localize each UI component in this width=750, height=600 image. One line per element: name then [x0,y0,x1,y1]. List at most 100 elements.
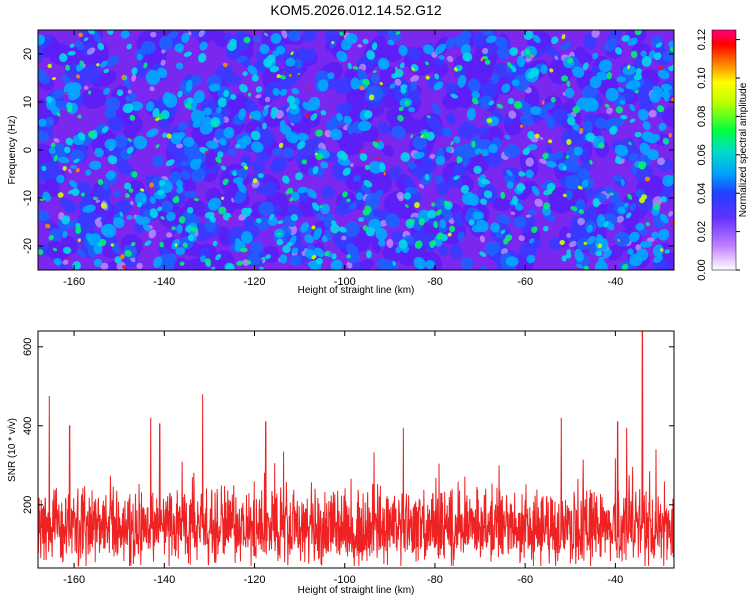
heatmap-cell [69,43,75,48]
heatmap-cell [243,36,251,44]
heatmap-cell [131,67,138,75]
heatmap-cell [255,94,262,99]
heatmap-cell [209,166,221,174]
heatmap-cell [231,197,235,203]
heatmap-cell [92,30,102,43]
heatmap-cell [199,121,214,135]
heatmap-cell [434,73,440,80]
heatmap-cell [597,243,603,249]
heatmap-cell [88,233,102,246]
heatmap-cell [377,121,392,135]
heatmap-cell [630,50,638,59]
heatmap-cell [577,217,585,226]
heatmap-cell [596,71,609,81]
heatmap-cell [420,134,424,139]
heatmap-cell [506,169,513,177]
heatmap-cell [320,109,327,116]
heatmap-cell [352,66,359,70]
heatmap-cell [612,174,623,182]
heatmap-cell [75,168,80,173]
y-tick-label: 20 [22,48,34,60]
heatmap-cell [185,79,193,92]
heatmap-cell [434,43,446,55]
heatmap-cell [48,234,54,241]
heatmap-cell [551,107,570,127]
heatmap-cell [471,140,476,148]
heatmap-cell [338,128,364,156]
heatmap-cell [639,163,646,170]
heatmap-cell [561,34,566,40]
heatmap-cell [259,44,270,55]
heatmap-cell [403,192,412,200]
heatmap-cell [660,196,668,203]
heatmap-cell [272,147,283,157]
heatmap-cell [77,114,82,119]
heatmap-cell [582,62,589,71]
heatmap-cell [450,243,463,260]
heatmap-cell [371,42,378,51]
heatmap-cell [126,43,132,50]
heatmap-cell [175,131,186,140]
heatmap-cell [136,53,143,61]
heatmap-cell [77,209,99,231]
heatmap-cell [503,144,520,159]
heatmap-cell [89,160,102,170]
heatmap-cell [240,247,248,253]
heatmap-cell [59,53,68,62]
heatmap-cell [504,134,511,140]
heatmap-cell [338,197,354,214]
heatmap-cell [175,247,186,256]
heatmap-cell [187,234,195,241]
heatmap-cell [460,184,470,194]
heatmap-cell [42,160,61,180]
heatmap-cell [85,169,92,176]
heatmap-cell [569,240,577,248]
heatmap-cell [372,141,379,148]
heatmap-cell [414,240,423,249]
heatmap-cell [639,240,653,248]
heatmap-cell [308,48,316,62]
heatmap-cell [57,220,74,230]
heatmap-cell [222,178,229,186]
heatmap-cell [205,140,219,149]
x-tick-label: -60 [517,574,533,586]
heatmap-cell [276,74,281,79]
heatmap-cell [614,144,628,157]
heatmap-cell [368,161,383,174]
heatmap-cell [349,163,354,168]
heatmap-cell [362,38,369,45]
heatmap-cell [500,229,506,235]
heatmap-cell [555,150,564,160]
heatmap-cell [330,128,343,141]
heatmap-cell [305,114,309,118]
heatmap-cell [655,42,663,48]
heatmap-cell [331,41,335,45]
heatmap-cell [256,218,262,224]
heatmap-cell [443,200,450,207]
heatmap-cell [489,247,498,257]
heatmap-cell [473,165,482,174]
heatmap-cell [387,39,395,46]
heatmap-cell [218,206,227,215]
heatmap-cell [436,232,444,240]
heatmap-cell [104,138,117,150]
heatmap-cell [460,257,474,270]
heatmap-cell [529,238,535,244]
heatmap-cell [378,239,386,247]
heatmap-cell [276,238,284,246]
heatmap-cell [265,254,271,260]
x-tick-label: -120 [243,574,265,586]
heatmap-cell [122,103,134,114]
heatmap-cell [582,84,598,101]
heatmap-cell [481,81,498,99]
heatmap-cell [256,152,270,162]
heatmap-cell [62,231,68,238]
heatmap-cell [287,187,294,194]
heatmap-cell [398,106,404,112]
heatmap-cell [156,206,163,212]
heatmap-cell [257,173,264,179]
heatmap-cell [518,171,526,177]
heatmap-cell [429,240,437,246]
heatmap-cell [458,65,462,71]
heatmap-cell [615,106,623,114]
